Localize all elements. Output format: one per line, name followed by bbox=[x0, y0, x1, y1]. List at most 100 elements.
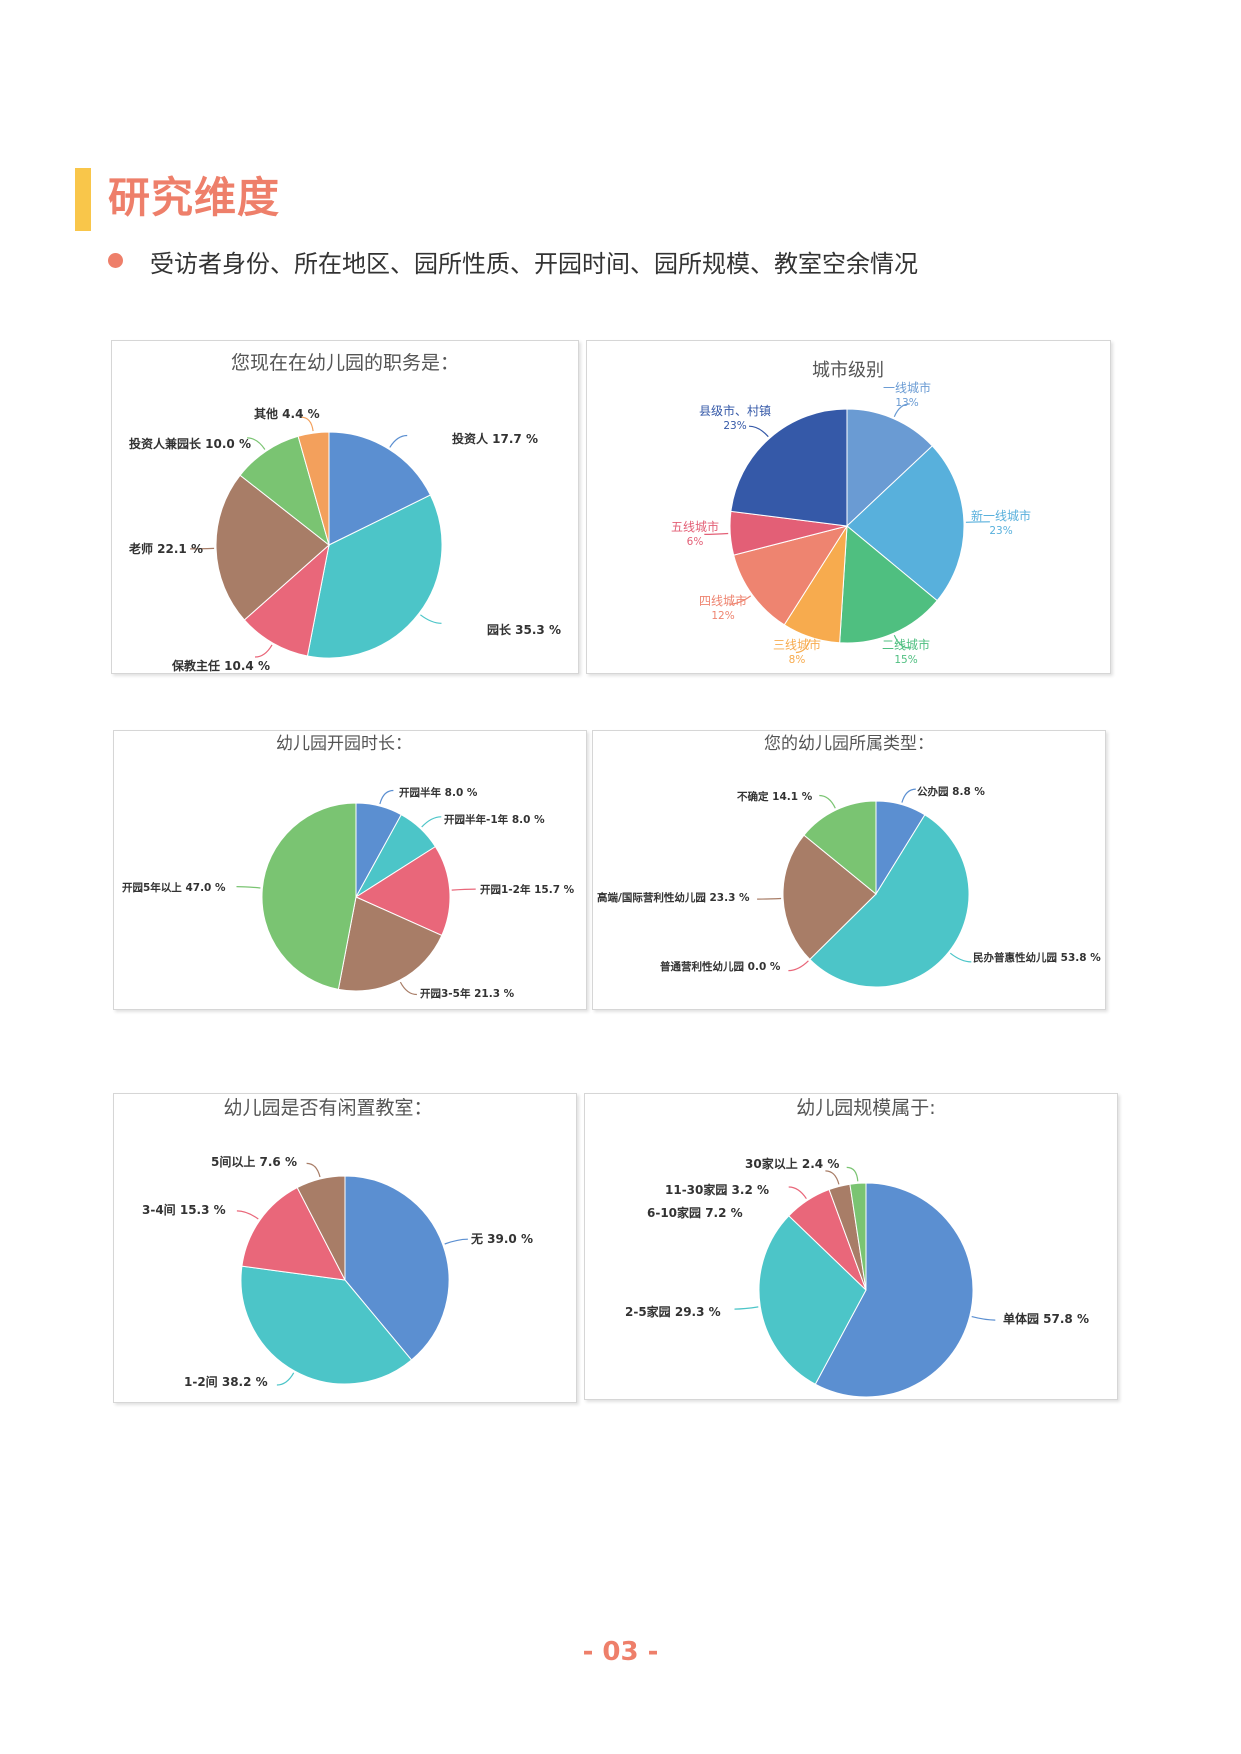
slice-label: 三线城市 bbox=[773, 637, 821, 652]
leader-line bbox=[788, 960, 809, 972]
leader-line bbox=[389, 434, 408, 448]
chart-title: 您现在在幼儿园的职务是： bbox=[231, 352, 459, 374]
slice-label: 四线城市 bbox=[699, 593, 747, 608]
slice-3-type bbox=[782, 834, 877, 961]
leader-line bbox=[276, 1372, 295, 1386]
slice-4-city bbox=[733, 525, 849, 626]
leader-line bbox=[901, 788, 916, 803]
slice-1-type bbox=[809, 814, 970, 988]
slice-2-age bbox=[354, 845, 451, 937]
pie-chart-type: 您的幼儿园所属类型： 公办园 8.8 % 民办普惠性幼儿园 53.8 % 普通营利性幼… bbox=[597, 734, 1101, 988]
slice-label: 开园3-5年 21.3 % bbox=[420, 987, 515, 1000]
slice-label: 二线城市 bbox=[882, 637, 930, 652]
chart-panel-type: 您的幼儿园所属类型： 公办园 8.8 % 民办普惠性幼儿园 53.8 % 普通营利性幼… bbox=[592, 730, 1106, 1010]
slice-percent-label: 23% bbox=[989, 525, 1012, 537]
pie-chart-role: 您现在在幼儿园的职务是： 投资人 17.7 % 园长 35.3 % 保教主任 10.4… bbox=[129, 352, 561, 673]
slice-3-age bbox=[337, 896, 443, 992]
slice-2-city bbox=[839, 524, 938, 644]
page-number: - 03 - bbox=[582, 1637, 659, 1667]
leader-line bbox=[795, 639, 811, 654]
pie-chart-idle: 幼儿园是否有闲置教室： 无 39.0 % 1-2间 38.2 % 3-4间 15.3 … bbox=[142, 1097, 533, 1389]
slice-3-role bbox=[215, 474, 330, 621]
chart-title: 幼儿园规模属于: bbox=[796, 1097, 935, 1119]
slice-0-role bbox=[328, 431, 432, 546]
leader-line bbox=[379, 789, 394, 805]
chart-panel-city: 城市级别 一线城市 13% 新一线城市 23% 二线城市 15% 三线城市 8% 四线城市 12% 五… bbox=[586, 340, 1111, 674]
slice-1-city bbox=[846, 445, 965, 602]
slice-3-idle bbox=[296, 1175, 346, 1281]
slice-label: 11-30家园 3.2 % bbox=[665, 1182, 769, 1197]
chart-title: 您的幼儿园所属类型： bbox=[764, 734, 934, 754]
bullet-text: 受访者身份、所在地区、园所性质、开园时间、园所规模、教室空余情况 bbox=[150, 250, 918, 278]
slice-label: 开园5年以上 47.0 % bbox=[122, 881, 226, 894]
slice-label: 公办园 8.8 % bbox=[917, 785, 985, 798]
leader-line bbox=[819, 794, 836, 809]
pie-chart-scale: 幼儿园规模属于: 单体园 57.8 % 2-5家园 29.3 % 6-10家园 7.2… bbox=[625, 1097, 1089, 1398]
slice-label: 新一线城市 bbox=[971, 508, 1031, 523]
slice-label: 开园半年 8.0 % bbox=[399, 786, 478, 799]
leader-line bbox=[971, 1316, 996, 1321]
bullet-dot bbox=[108, 253, 123, 268]
leader-line bbox=[965, 521, 990, 523]
chart-title: 城市级别 bbox=[812, 360, 884, 381]
leader-line bbox=[949, 952, 972, 963]
leader-line bbox=[893, 403, 910, 418]
slice-label: 一线城市 bbox=[883, 380, 931, 395]
slice-percent-label: 12% bbox=[711, 610, 734, 622]
slice-percent-label: 23% bbox=[723, 420, 746, 432]
slice-label: 3-4间 15.3 % bbox=[142, 1202, 226, 1217]
slice-label: 民办普惠性幼儿园 53.8 % bbox=[973, 951, 1101, 964]
leader-line bbox=[757, 897, 782, 900]
leader-line bbox=[893, 634, 910, 649]
slice-label: 2-5家园 29.3 % bbox=[625, 1304, 721, 1319]
slice-label: 开园半年-1年 8.0 % bbox=[444, 813, 545, 826]
leader-line bbox=[190, 547, 215, 550]
leader-line bbox=[444, 1238, 468, 1245]
slice-label: 1-2间 38.2 % bbox=[184, 1374, 268, 1389]
slice-2-role bbox=[243, 543, 330, 657]
slice-label: 6-10家园 7.2 % bbox=[647, 1205, 743, 1220]
pie-chart-age: 幼儿园开园时长： 开园半年 8.0 % 开园半年-1年 8.0 % 开园1-2年 15… bbox=[122, 734, 575, 1000]
slice-label: 保教主任 10.4 % bbox=[171, 658, 270, 673]
slice-5-role bbox=[297, 431, 330, 546]
slice-label: 投资人 17.7 % bbox=[452, 431, 538, 446]
chart-panel-age: 幼儿园开园时长： 开园半年 8.0 % 开园半年-1年 8.0 % 开园1-2年 15… bbox=[113, 730, 587, 1010]
slice-1-role bbox=[306, 494, 443, 659]
leader-line bbox=[247, 437, 266, 450]
slice-label: 老师 22.1 % bbox=[129, 541, 203, 556]
slice-label: 开园1-2年 15.7 % bbox=[480, 883, 575, 896]
slice-4-type bbox=[803, 800, 877, 896]
leader-line bbox=[306, 1162, 321, 1178]
leader-line bbox=[254, 644, 273, 658]
slice-label: 30家以上 2.4 % bbox=[745, 1156, 839, 1171]
slice-label: 高端/国际营利性幼儿园 23.3 % bbox=[597, 891, 750, 904]
leader-line bbox=[704, 532, 729, 535]
slice-4-scale bbox=[849, 1182, 867, 1291]
slice-label: 五线城市 bbox=[671, 519, 719, 534]
slice-0-city bbox=[846, 408, 933, 528]
slice-4-age bbox=[261, 802, 357, 990]
section-title: 研究维度 bbox=[108, 173, 281, 222]
leader-line bbox=[420, 614, 442, 624]
slice-percent-label: 13% bbox=[895, 397, 918, 409]
slice-4-role bbox=[239, 435, 330, 547]
slice-label: 其他 4.4 % bbox=[254, 406, 320, 421]
leader-line bbox=[399, 981, 417, 996]
slice-1-idle bbox=[240, 1265, 413, 1385]
chart-title: 幼儿园是否有闲置教室： bbox=[223, 1097, 432, 1119]
slice-percent-label: 8% bbox=[789, 654, 806, 666]
chart-panel-idle: 幼儿园是否有闲置教室： 无 39.0 % 1-2间 38.2 % 3-4间 15.3 … bbox=[113, 1093, 577, 1403]
leader-line bbox=[846, 1166, 859, 1182]
slice-label: 单体园 57.8 % bbox=[1003, 1311, 1089, 1326]
leader-line bbox=[734, 1306, 759, 1310]
slice-label: 园长 35.3 % bbox=[487, 622, 561, 637]
slice-label: 县级市、村镇 bbox=[699, 403, 771, 418]
slice-6-city bbox=[730, 408, 848, 527]
section-accent-bar bbox=[75, 168, 91, 231]
leader-line bbox=[825, 1170, 840, 1185]
slice-label: 普通营利性幼儿园 0.0 % bbox=[660, 960, 781, 973]
leader-line bbox=[451, 888, 476, 891]
slice-percent-label: 15% bbox=[894, 654, 917, 666]
slice-label: 5间以上 7.6 % bbox=[211, 1154, 297, 1169]
